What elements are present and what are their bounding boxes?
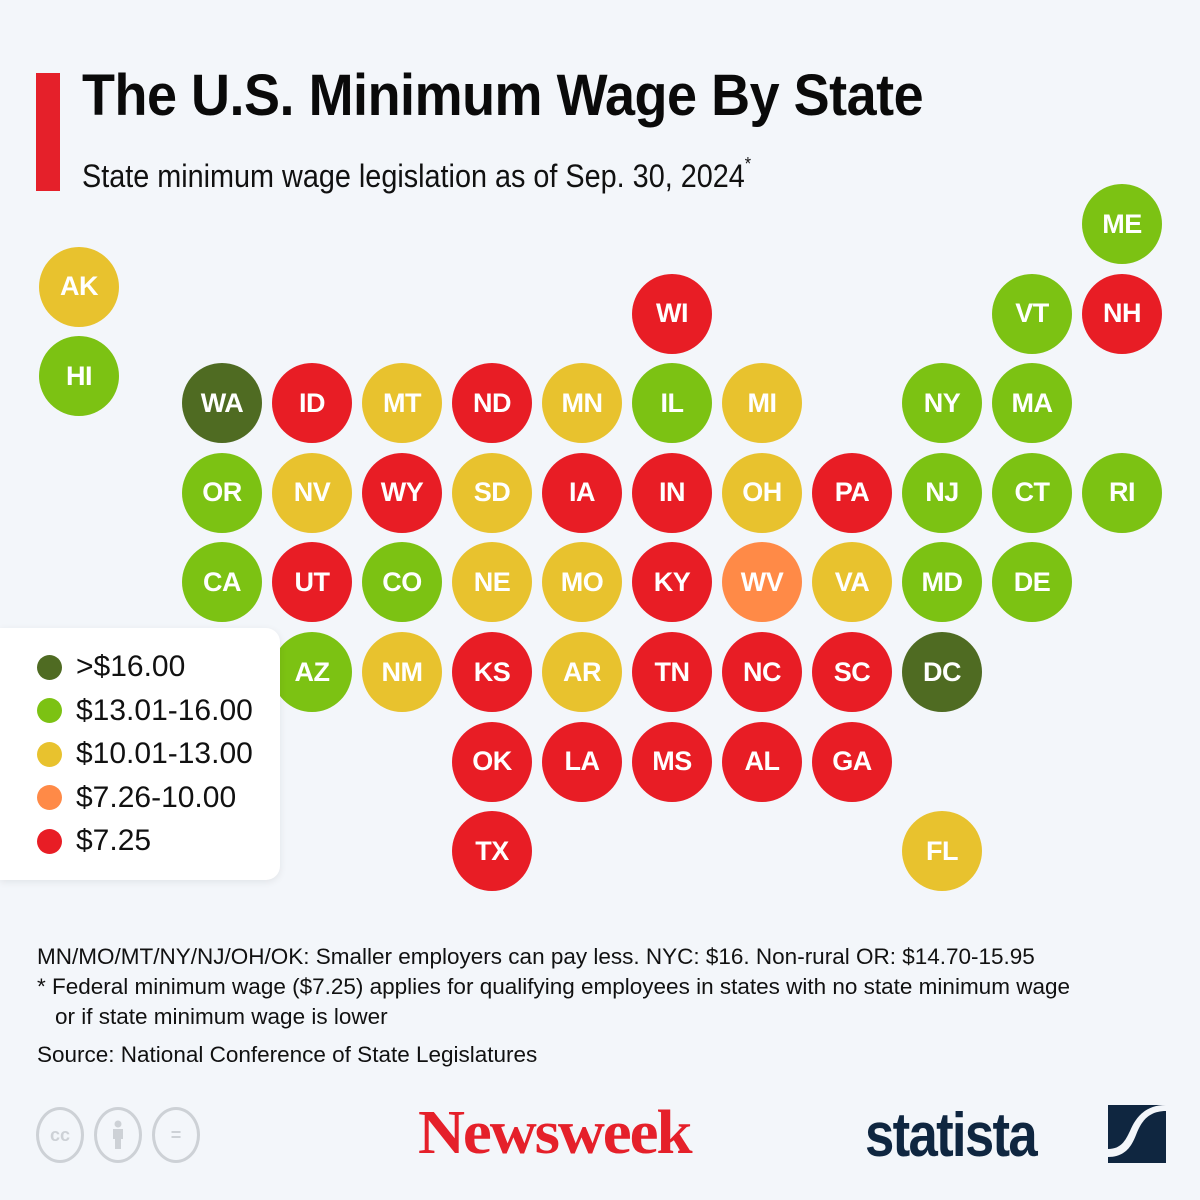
statista-logo-mark-icon: [1108, 1105, 1166, 1163]
subtitle-footnote-marker: *: [744, 154, 752, 174]
state-tile-nv[interactable]: NV: [272, 452, 352, 533]
state-tile-nm[interactable]: NM: [362, 632, 442, 712]
state-tile-mt[interactable]: MT: [362, 363, 442, 444]
legend-swatch-icon: [37, 785, 62, 810]
legend-label: $10.01-13.00: [76, 737, 253, 770]
state-tile-de[interactable]: DE: [992, 542, 1072, 623]
state-tile-va[interactable]: VA: [812, 542, 892, 623]
title-accent-bar: [36, 73, 60, 191]
state-tile-ma[interactable]: MA: [992, 363, 1072, 444]
state-tile-ut[interactable]: UT: [272, 542, 352, 623]
state-tile-md[interactable]: MD: [902, 542, 982, 623]
attribution-icon[interactable]: [94, 1107, 142, 1163]
page-subtitle: State minimum wage legislation as of Sep…: [82, 154, 751, 195]
state-tile-il[interactable]: IL: [632, 363, 712, 444]
state-tile-ri[interactable]: RI: [1082, 452, 1162, 533]
state-tile-ga[interactable]: GA: [812, 721, 892, 802]
state-tile-ky[interactable]: KY: [632, 542, 712, 623]
page-title: The U.S. Minimum Wage By State: [82, 63, 924, 128]
state-tile-hi[interactable]: HI: [39, 336, 119, 417]
state-tile-pa[interactable]: PA: [812, 452, 892, 533]
state-tile-tx[interactable]: TX: [452, 811, 532, 892]
legend-label: $13.01-16.00: [76, 693, 253, 727]
state-tile-al[interactable]: AL: [722, 721, 802, 802]
note-smaller-employers: MN/MO/MT/NY/NJ/OH/OK: Smaller employers …: [37, 944, 1035, 969]
state-tile-az[interactable]: AZ: [272, 632, 352, 712]
source-note: Source: National Conference of State Leg…: [37, 1042, 538, 1067]
state-tile-ct[interactable]: CT: [992, 452, 1072, 533]
footnotes: MN/MO/MT/NY/NJ/OH/OK: Smaller employers …: [37, 942, 1070, 1070]
legend-swatch-icon: [37, 698, 62, 723]
legend-item: $13.01-16.00: [37, 694, 253, 728]
state-tile-mi[interactable]: MI: [722, 363, 802, 444]
legend-label: >$16.00: [76, 650, 186, 683]
person-icon: [113, 1120, 123, 1149]
state-tile-ia[interactable]: IA: [542, 452, 622, 533]
newsweek-logo[interactable]: Newsweek: [418, 1099, 693, 1167]
note-federal-minimum-cont: or if state minimum wage is lower: [55, 1004, 388, 1029]
state-tile-sc[interactable]: SC: [812, 632, 892, 712]
note-federal-minimum: * Federal minimum wage ($7.25) applies f…: [37, 974, 1070, 999]
equals-icon-label: =: [170, 1124, 182, 1145]
state-tile-oh[interactable]: OH: [722, 452, 802, 533]
state-tile-ks[interactable]: KS: [452, 632, 532, 712]
state-tile-or[interactable]: OR: [182, 452, 262, 533]
tile-map: ME AK WI VT NH HI WA ID MT ND MN IL MI NY MA OR NV WY SD IA…: [39, 184, 1162, 892]
statista-logo[interactable]: statista: [865, 1101, 1038, 1170]
state-tile-nh[interactable]: NH: [1082, 273, 1162, 354]
cc-icon-label: cc: [49, 1124, 71, 1145]
state-tile-ar[interactable]: AR: [542, 632, 622, 712]
subtitle-text: State minimum wage legislation as of Sep…: [82, 158, 745, 194]
state-tile-wy[interactable]: WY: [362, 452, 442, 533]
state-tile-nj[interactable]: NJ: [902, 452, 982, 533]
legend-label: $7.25: [76, 824, 152, 857]
state-tile-ne[interactable]: NE: [452, 542, 532, 623]
state-tile-in[interactable]: IN: [632, 452, 712, 533]
legend-item: >$16.00: [37, 650, 185, 684]
state-tile-mn[interactable]: MN: [542, 363, 622, 444]
state-tile-vt[interactable]: VT: [992, 273, 1072, 354]
legend-swatch-icon: [37, 654, 62, 680]
state-tile-wv[interactable]: WV: [722, 542, 802, 623]
no-derivatives-icon[interactable]: =: [152, 1107, 200, 1163]
state-tile-la[interactable]: LA: [542, 721, 622, 802]
state-tile-ms[interactable]: MS: [632, 721, 712, 802]
state-tile-tn[interactable]: TN: [632, 632, 712, 712]
state-tile-wa[interactable]: WA: [182, 363, 262, 444]
state-tile-mo[interactable]: MO: [542, 542, 622, 623]
legend-item: $7.26-10.00: [37, 781, 236, 815]
legend-item: $10.01-13.00: [37, 737, 253, 771]
state-tile-me[interactable]: ME: [1082, 184, 1162, 264]
state-tile-sd[interactable]: SD: [452, 452, 532, 533]
legend-swatch-icon: [37, 828, 62, 854]
state-tile-ca[interactable]: CA: [182, 542, 262, 623]
state-tile-co[interactable]: CO: [362, 542, 442, 623]
cc-icon[interactable]: cc: [36, 1107, 84, 1163]
state-tile-ak[interactable]: AK: [39, 246, 119, 327]
state-tile-dc[interactable]: DC: [902, 632, 982, 712]
state-tile-nc[interactable]: NC: [722, 632, 802, 712]
state-tile-ok[interactable]: OK: [452, 721, 532, 802]
state-tile-wi[interactable]: WI: [632, 273, 712, 354]
legend-label: $7.26-10.00: [76, 780, 237, 814]
state-tile-ny[interactable]: NY: [902, 363, 982, 444]
legend-swatch-icon: [37, 741, 62, 767]
license-icons: cc =: [36, 1107, 200, 1163]
state-tile-fl[interactable]: FL: [902, 811, 982, 892]
state-tile-id[interactable]: ID: [272, 363, 352, 444]
legend: >$16.00 $13.01-16.00 $10.01-13.00 $7.26-10.…: [0, 628, 280, 880]
legend-item: $7.25: [37, 824, 151, 858]
state-tile-nd[interactable]: ND: [452, 363, 532, 444]
